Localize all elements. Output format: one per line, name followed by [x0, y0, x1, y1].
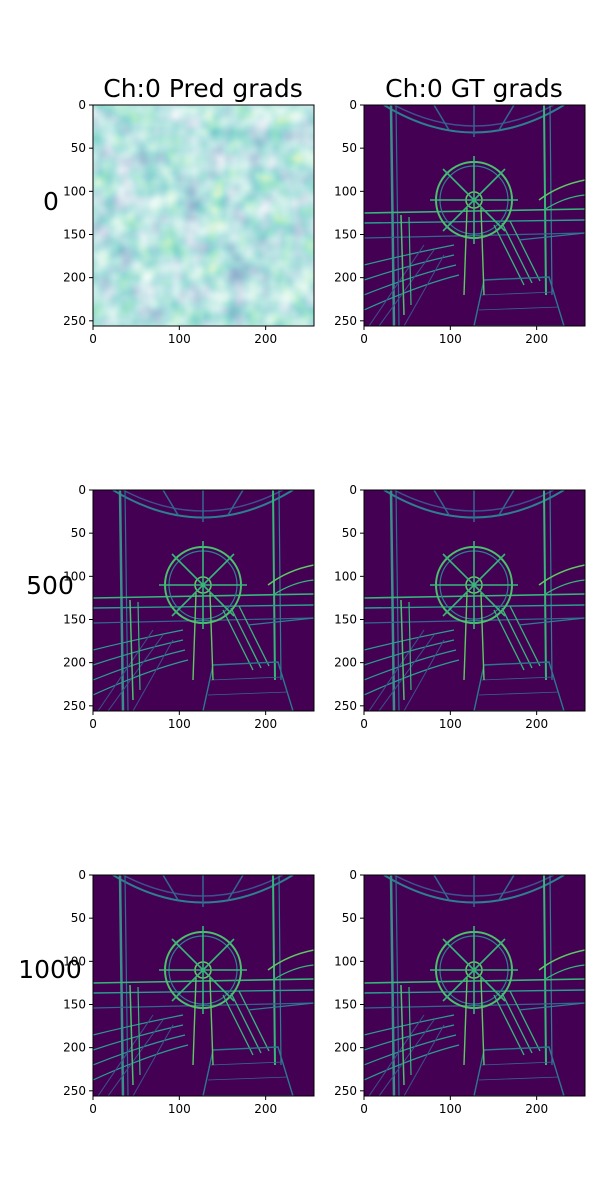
- axes-frame: [92, 104, 315, 327]
- x-tick-label: 100: [439, 332, 462, 346]
- y-tick-label: 50: [71, 526, 86, 540]
- x-tick-label: 100: [168, 332, 191, 346]
- x-tick-label: 200: [254, 332, 277, 346]
- y-tick-label: 100: [63, 954, 86, 968]
- y-tick-label: 50: [71, 141, 86, 155]
- y-tick-label: 0: [78, 98, 86, 112]
- row-label-1000: 1000: [18, 955, 82, 984]
- y-tick-label: 150: [63, 227, 86, 241]
- y-tick-label: 150: [63, 997, 86, 1011]
- y-tick-label: 200: [63, 656, 86, 670]
- panel-r2-c0: 0 100 200 0 50 100 150 200 250: [63, 868, 315, 1116]
- axes-frame: [363, 104, 586, 327]
- row-label-0: 0: [43, 187, 59, 216]
- y-tick-label: 150: [63, 612, 86, 626]
- y-tick-label: 250: [63, 699, 86, 713]
- y-tick-label: 100: [334, 954, 357, 968]
- y-tick-label: 250: [334, 699, 357, 713]
- axes-frame: [92, 874, 315, 1097]
- heatmap-image: [364, 490, 585, 711]
- x-tick-label: 0: [89, 717, 97, 731]
- column-title-pred: Ch:0 Pred grads: [103, 74, 303, 103]
- y-tick-label: 50: [342, 911, 357, 925]
- y-tick-label: 200: [63, 271, 86, 285]
- x-tick-label: 0: [360, 717, 368, 731]
- axes-frame: [363, 874, 586, 1097]
- x-tick-label: 200: [254, 1102, 277, 1116]
- y-tick-label: 200: [334, 656, 357, 670]
- heatmap-image: [93, 105, 314, 326]
- axes-frame: [92, 489, 315, 712]
- y-tick-label: 100: [63, 184, 86, 198]
- x-tick-label: 100: [168, 1102, 191, 1116]
- y-tick-label: 50: [71, 911, 86, 925]
- x-tick-label: 0: [360, 1102, 368, 1116]
- y-tick-label: 150: [334, 997, 357, 1011]
- heatmap-image: [93, 875, 314, 1096]
- y-tick-label: 250: [63, 1084, 86, 1098]
- y-tick-label: 250: [334, 1084, 357, 1098]
- x-tick-label: 0: [89, 332, 97, 346]
- y-tick-label: 0: [349, 98, 357, 112]
- y-tick-label: 50: [342, 141, 357, 155]
- y-tick-label: 150: [334, 227, 357, 241]
- y-tick-label: 0: [78, 483, 86, 497]
- x-tick-label: 200: [525, 1102, 548, 1116]
- y-tick-label: 100: [63, 569, 86, 583]
- y-tick-label: 100: [334, 184, 357, 198]
- y-tick-label: 200: [334, 271, 357, 285]
- y-tick-label: 150: [334, 612, 357, 626]
- heatmap-image: [93, 490, 314, 711]
- x-tick-label: 200: [525, 717, 548, 731]
- x-tick-label: 200: [254, 717, 277, 731]
- heatmap-image: [364, 875, 585, 1096]
- x-tick-label: 100: [439, 717, 462, 731]
- heatmap-image: [364, 105, 585, 326]
- panel-r0-c1: 0 100 200 0 50 100 150 200 250: [334, 98, 586, 346]
- axes-frame: [363, 489, 586, 712]
- y-tick-label: 0: [349, 483, 357, 497]
- x-tick-label: 0: [89, 1102, 97, 1116]
- panel-r1-c1: 0 100 200 0 50 100 150 200 250: [334, 483, 586, 731]
- x-tick-label: 100: [168, 717, 191, 731]
- panel-r2-c1: 0 100 200 0 50 100 150 200 250: [334, 868, 586, 1116]
- row-label-500: 500: [26, 571, 74, 600]
- y-tick-label: 250: [63, 314, 86, 328]
- x-tick-label: 200: [525, 332, 548, 346]
- y-tick-label: 200: [63, 1041, 86, 1055]
- y-tick-label: 200: [334, 1041, 357, 1055]
- x-tick-label: 0: [360, 332, 368, 346]
- panel-r0-c0: 0 100 200 0 50 100 150 200 250: [63, 98, 315, 346]
- y-tick-label: 250: [334, 314, 357, 328]
- column-title-gt: Ch:0 GT grads: [385, 74, 563, 103]
- y-tick-label: 0: [349, 868, 357, 882]
- y-tick-label: 50: [342, 526, 357, 540]
- panel-r1-c0: 0 100 200 0 50 100 150 200 250: [63, 483, 315, 731]
- y-tick-label: 0: [78, 868, 86, 882]
- x-tick-label: 100: [439, 1102, 462, 1116]
- y-tick-label: 100: [334, 569, 357, 583]
